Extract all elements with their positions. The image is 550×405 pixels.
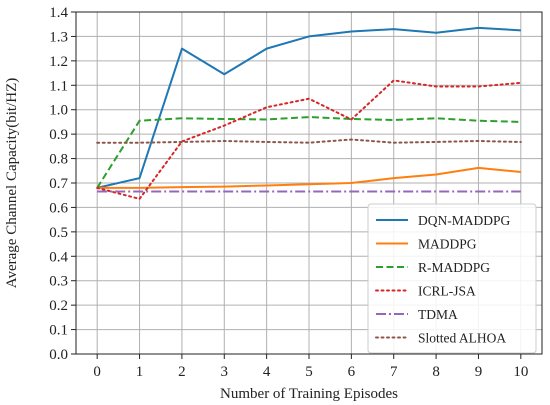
x-tick-label: 9: [475, 364, 483, 380]
x-tick-label: 7: [390, 364, 398, 380]
y-tick-label: 0.4: [49, 249, 68, 265]
y-axis-title: Average Channel Capacity(bit/HZ): [4, 78, 20, 288]
x-tick-label: 6: [348, 364, 356, 380]
legend-label: TDMA: [418, 307, 458, 322]
y-tick-label: 0.0: [49, 347, 68, 363]
series-line-dqn-maddpg: [96, 26, 521, 189]
x-tick-label: 1: [136, 364, 144, 380]
y-tick-label: 0.2: [49, 298, 68, 314]
y-tick-label: 1.4: [49, 5, 68, 21]
series-line-r-maddpg: [96, 116, 521, 189]
y-tick-label: 0.9: [49, 127, 68, 143]
x-tick-label: 4: [263, 364, 271, 380]
y-tick-label: 0.3: [49, 274, 68, 290]
y-tick-label: 0.1: [49, 323, 68, 339]
series-line-icrl-jsa: [96, 79, 522, 200]
legend-label: Slotted ALHOA: [418, 331, 506, 346]
y-tick-label: 0.8: [49, 152, 68, 168]
series-line-maddpg: [97, 166, 521, 189]
legend-label: MADDPG: [418, 237, 477, 252]
y-tick-label: 0.5: [49, 225, 68, 241]
x-tick-label: 5: [305, 364, 313, 380]
legend: DQN-MADDPG MADDPG R-MADDPG ICRL-JSA TDMA Slot…: [367, 203, 537, 354]
y-tick-label: 0.6: [49, 200, 68, 216]
x-tick-label: 10: [513, 364, 528, 380]
x-tick-label: 3: [221, 364, 229, 380]
y-tick-label: 1.0: [49, 103, 68, 119]
legend-label: R-MADDPG: [418, 260, 490, 275]
axis-ticks: 0 1 2 3 4 5 6 7 8 9 10 0.0 0.1 0.2 0.3 0.4 0.5 0.6 0.7 0.8 0…: [49, 5, 528, 380]
series-lines: [96, 26, 522, 200]
y-tick-label: 1.1: [49, 78, 68, 94]
x-tick-label: 2: [178, 364, 186, 380]
y-tick-label: 1.2: [49, 54, 68, 70]
x-tick-label: 0: [93, 364, 101, 380]
x-tick-label: 8: [432, 364, 440, 380]
legend-label: DQN-MADDPG: [418, 213, 511, 228]
y-tick-label: 0.7: [49, 176, 68, 192]
legend-label: ICRL-JSA: [418, 284, 476, 299]
x-axis-title: Number of Training Episodes: [220, 386, 398, 402]
y-tick-label: 1.3: [49, 29, 68, 45]
series-line-slotted-alhoa: [96, 138, 522, 144]
legend-box: [367, 203, 537, 354]
